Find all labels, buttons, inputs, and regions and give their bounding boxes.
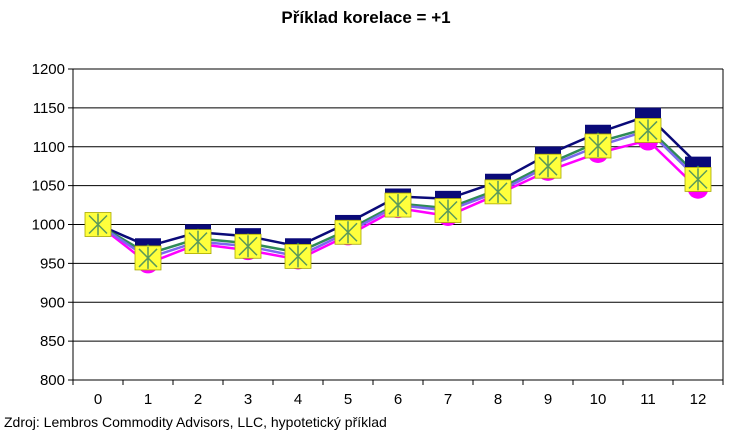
y-tick-label: 1000 <box>32 217 65 234</box>
x-tick-label: 11 <box>640 391 656 408</box>
x-tick-label: 3 <box>244 391 252 408</box>
series-4-point-cross <box>188 230 208 253</box>
chart-title: Příklad korelace = +1 <box>281 8 451 27</box>
y-tick-label: 900 <box>40 294 65 311</box>
series-4-point-cross <box>638 119 658 142</box>
y-tick-label: 1200 <box>32 61 65 78</box>
x-tick-label: 12 <box>690 391 707 408</box>
x-tick-label: 5 <box>344 391 352 408</box>
x-tick-label: 0 <box>94 391 102 408</box>
y-tick-label: 1050 <box>32 178 65 195</box>
x-tick-label: 6 <box>394 391 402 408</box>
x-tick-label: 2 <box>194 391 202 408</box>
series-4-point-cross <box>588 134 608 157</box>
series-4-point-cross <box>488 180 508 203</box>
y-tick-label: 800 <box>40 372 65 389</box>
series-4-point-cross <box>438 199 458 222</box>
series-4-point-cross <box>338 221 358 244</box>
x-tick-label: 9 <box>544 391 552 408</box>
series-4-point-cross <box>388 194 408 217</box>
y-tick-label: 950 <box>40 255 65 272</box>
y-tick-label: 1100 <box>33 139 65 156</box>
series-4-point-cross <box>138 246 158 269</box>
series-4-point-cross <box>88 213 108 236</box>
x-tick-label: 8 <box>494 391 502 408</box>
source-note: Zdroj: Lembros Commodity Advisors, LLC, … <box>4 414 387 430</box>
series-4-point-cross <box>238 235 258 258</box>
series-4-point-cross <box>288 245 308 268</box>
series-4-point-cross <box>688 168 708 191</box>
y-tick-label: 1150 <box>33 100 65 117</box>
y-tick-label: 850 <box>40 333 65 350</box>
series-4-point-cross <box>538 155 558 178</box>
x-tick-label: 10 <box>590 391 607 408</box>
x-tick-label: 7 <box>444 391 452 408</box>
x-tick-label: 1 <box>144 391 152 408</box>
x-tick-label: 4 <box>294 391 302 408</box>
